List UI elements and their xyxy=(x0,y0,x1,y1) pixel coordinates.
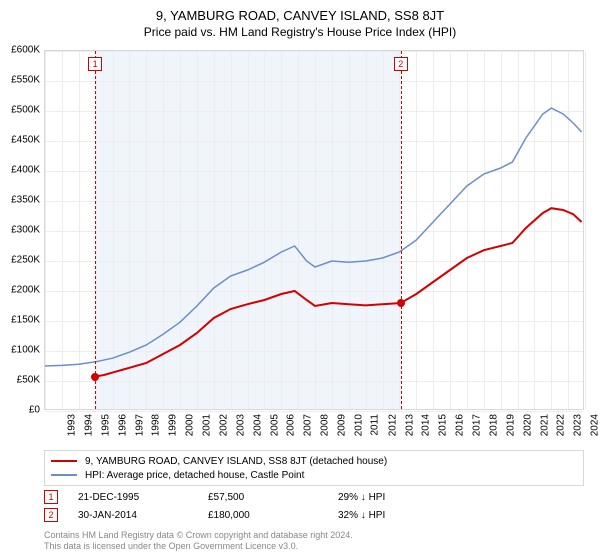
y-tick-label: £600K xyxy=(11,45,40,56)
x-tick-label: 2011 xyxy=(369,414,380,436)
marker-dot-1 xyxy=(91,373,99,381)
y-tick-label: £150K xyxy=(11,315,40,326)
transaction-marker: 1 xyxy=(44,490,58,504)
x-tick-label: 1997 xyxy=(134,414,145,436)
x-tick-label: 2016 xyxy=(454,414,465,436)
transaction-price: £180,000 xyxy=(208,510,298,521)
legend-swatch xyxy=(51,474,77,476)
y-tick-label: £100K xyxy=(11,345,40,356)
marker-dot-2 xyxy=(397,299,405,307)
gridline-v xyxy=(585,51,586,409)
footer: Contains HM Land Registry data © Crown c… xyxy=(44,530,584,552)
y-tick-label: £200K xyxy=(11,285,40,296)
x-tick-label: 2009 xyxy=(336,414,347,436)
legend-row: 9, YAMBURG ROAD, CANVEY ISLAND, SS8 8JT … xyxy=(51,454,577,468)
x-tick-label: 2002 xyxy=(218,414,229,436)
footer-line2: This data is licensed under the Open Gov… xyxy=(44,541,584,552)
legend-label: 9, YAMBURG ROAD, CANVEY ISLAND, SS8 8JT … xyxy=(85,456,387,467)
x-tick-label: 2008 xyxy=(319,414,330,436)
x-tick-label: 2012 xyxy=(387,414,398,436)
x-tick-label: 1996 xyxy=(117,414,128,436)
legend-label: HPI: Average price, detached house, Cast… xyxy=(85,470,304,481)
chart-title: 9, YAMBURG ROAD, CANVEY ISLAND, SS8 8JT xyxy=(0,8,600,23)
x-tick-label: 2022 xyxy=(556,414,567,436)
x-axis: 1993 1994 1995 1996 1997 1998 1999 2000 2001 2002… xyxy=(44,410,584,450)
chart-container: 9, YAMBURG ROAD, CANVEY ISLAND, SS8 8JT … xyxy=(0,0,600,560)
marker-dashed-2 xyxy=(401,51,402,409)
transactions-table: 1 21-DEC-1995 £57,500 29% ↓ HPI 2 30-JAN-2014… xyxy=(44,488,584,524)
x-tick-label: 1998 xyxy=(151,414,162,436)
x-tick-label: 2015 xyxy=(438,414,449,436)
x-tick-label: 2005 xyxy=(269,414,280,436)
x-tick-label: 2017 xyxy=(471,414,482,436)
y-tick-label: £50K xyxy=(17,375,40,386)
x-tick-label: 1995 xyxy=(100,414,111,436)
y-tick-label: £0 xyxy=(29,405,40,416)
line-layer xyxy=(45,51,585,411)
x-tick-label: 2018 xyxy=(488,414,499,436)
transaction-price: £57,500 xyxy=(208,492,298,503)
transaction-marker: 2 xyxy=(44,508,58,522)
x-tick-label: 2020 xyxy=(522,414,533,436)
transaction-date: 21-DEC-1995 xyxy=(78,492,168,503)
chart-subtitle: Price paid vs. HM Land Registry's House … xyxy=(0,25,600,39)
x-tick-label: 2004 xyxy=(252,414,263,436)
x-tick-label: 2024 xyxy=(589,414,600,436)
x-tick-label: 1993 xyxy=(66,414,77,436)
marker-label-2: 2 xyxy=(394,57,408,71)
x-tick-label: 2006 xyxy=(286,414,297,436)
plot-region: 12 xyxy=(44,50,584,410)
x-tick-label: 2003 xyxy=(235,414,246,436)
series-hpi_castle_point xyxy=(45,108,582,366)
y-tick-label: £350K xyxy=(11,195,40,206)
transaction-row: 2 30-JAN-2014 £180,000 32% ↓ HPI xyxy=(44,506,584,524)
y-tick-label: £400K xyxy=(11,165,40,176)
x-tick-label: 2014 xyxy=(421,414,432,436)
x-tick-label: 2021 xyxy=(539,414,550,436)
transaction-date: 30-JAN-2014 xyxy=(78,510,168,521)
chart-area: £0£50K£100K£150K£200K£250K£300K£350K£400… xyxy=(44,50,584,410)
x-tick-label: 2023 xyxy=(573,414,584,436)
series-property_price xyxy=(95,208,581,376)
transaction-delta: 29% ↓ HPI xyxy=(338,492,428,503)
x-tick-label: 2001 xyxy=(201,414,212,436)
x-tick-label: 2000 xyxy=(184,414,195,436)
transaction-delta: 32% ↓ HPI xyxy=(338,510,428,521)
transaction-row: 1 21-DEC-1995 £57,500 29% ↓ HPI xyxy=(44,488,584,506)
x-tick-label: 2007 xyxy=(303,414,314,436)
footer-line1: Contains HM Land Registry data © Crown c… xyxy=(44,530,584,541)
legend-row: HPI: Average price, detached house, Cast… xyxy=(51,468,577,482)
x-tick-label: 2010 xyxy=(353,414,364,436)
x-tick-label: 1999 xyxy=(168,414,179,436)
legend-swatch xyxy=(51,460,77,462)
x-tick-label: 1994 xyxy=(83,414,94,436)
y-tick-label: £450K xyxy=(11,135,40,146)
legend: 9, YAMBURG ROAD, CANVEY ISLAND, SS8 8JT … xyxy=(44,450,584,486)
y-tick-label: £500K xyxy=(11,105,40,116)
y-tick-label: £250K xyxy=(11,255,40,266)
y-tick-label: £300K xyxy=(11,225,40,236)
title-block: 9, YAMBURG ROAD, CANVEY ISLAND, SS8 8JT … xyxy=(0,0,600,39)
y-axis: £0£50K£100K£150K£200K£250K£300K£350K£400… xyxy=(0,50,44,410)
marker-label-1: 1 xyxy=(88,57,102,71)
x-tick-label: 2013 xyxy=(404,414,415,436)
marker-dashed-1 xyxy=(95,51,96,409)
y-tick-label: £550K xyxy=(11,75,40,86)
x-tick-label: 2019 xyxy=(505,414,516,436)
